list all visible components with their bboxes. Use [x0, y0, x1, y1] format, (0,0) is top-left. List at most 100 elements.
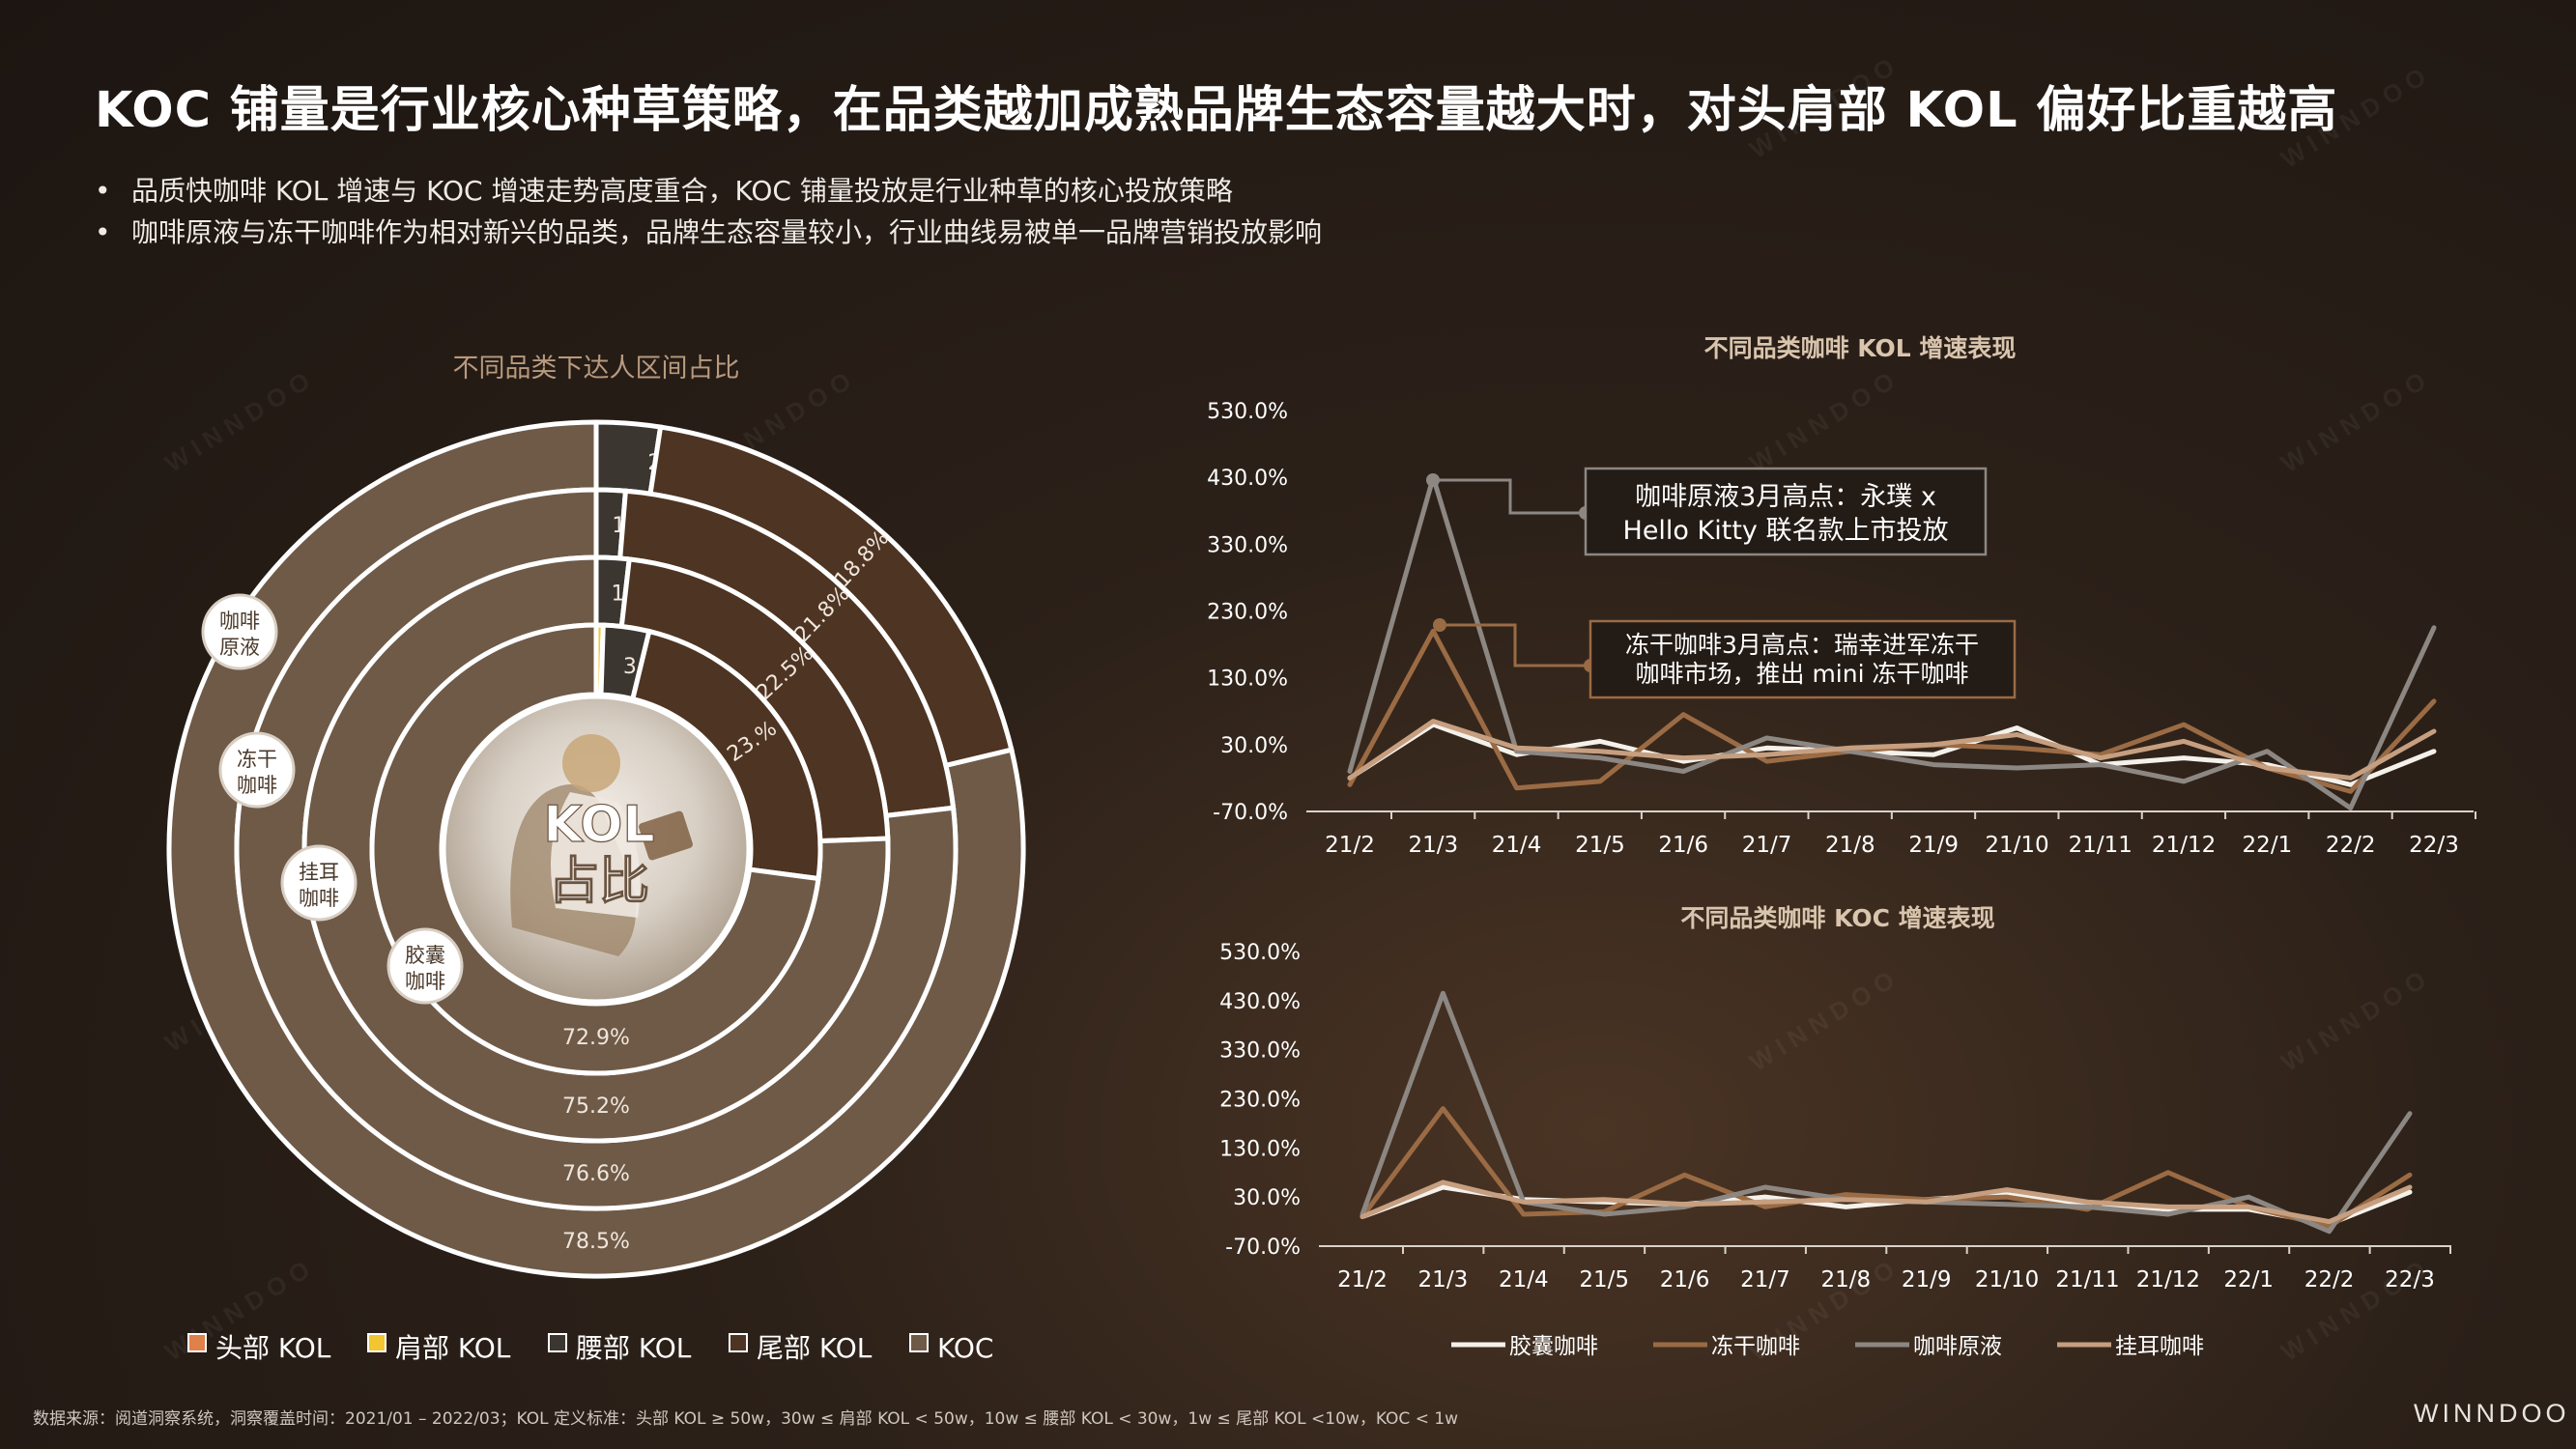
y-tick-label: 330.0% — [1207, 533, 1288, 557]
donut-data-label: 78.5% — [562, 1230, 630, 1254]
svg-text:冻干咖啡: 冻干咖啡 — [1711, 1334, 1800, 1359]
bullet-item: 品质快咖啡 KOL 增速与 KOC 增速走势高度重合，KOC 铺量投放是行业种草… — [95, 170, 1322, 212]
x-tick-label: 21/12 — [2136, 1267, 2200, 1293]
x-tick-label: 21/9 — [1908, 833, 1959, 858]
svg-text:肩部 KOL: 肩部 KOL — [395, 1332, 511, 1364]
x-tick-label: 21/11 — [2055, 1267, 2119, 1293]
donut-data-label: 72.9% — [562, 1026, 630, 1050]
series-line — [1360, 1179, 2413, 1225]
category-badge-donggan: 冻干 咖啡 — [218, 731, 296, 809]
legend-item-kafei-yuanye: 咖啡原液 — [1855, 1334, 2002, 1359]
x-tick-label: 22/1 — [2243, 833, 2293, 858]
legend-item-donggan: 冻干咖啡 — [1653, 1334, 1800, 1359]
svg-text:头部 KOL: 头部 KOL — [215, 1332, 331, 1364]
x-tick-label: 21/9 — [1902, 1267, 1952, 1293]
svg-text:挂耳: 挂耳 — [299, 861, 339, 884]
svg-text:胶囊: 胶囊 — [405, 944, 445, 967]
kol-line-chart: 不同品类咖啡 KOL 增速表现 -70.0% 30.0% 130.0% 230.0% 3… — [1207, 334, 2476, 858]
y-tick-label: 430.0% — [1219, 990, 1301, 1014]
svg-text:咖啡: 咖啡 — [299, 887, 339, 910]
y-tick-label: 30.0% — [1220, 734, 1288, 758]
donut-chart: 不同品类下达人区间占比 2.4%18.8%78.5%1.3%21.8%76.6%… — [166, 354, 1026, 1364]
series-line — [1347, 719, 2437, 781]
x-tick-label: 21/11 — [2069, 833, 2132, 858]
koc-line-chart: 不同品类咖啡 KOC 增速表现 -70.0% 30.0% 130.0% 230.0% 3… — [1219, 904, 2451, 1359]
y-tick-label: -70.0% — [1225, 1236, 1301, 1260]
y-tick-label: 30.0% — [1233, 1186, 1301, 1210]
legend-item-guaer: 挂耳咖啡 — [2057, 1334, 2204, 1359]
svg-text:胶囊咖啡: 胶囊咖啡 — [1509, 1334, 1598, 1359]
x-tick-label: 22/2 — [2304, 1267, 2355, 1293]
line-legend: 胶囊咖啡 冻干咖啡 咖啡原液 挂耳咖啡 — [1451, 1334, 2204, 1359]
legend-item-tail-kol: 尾部 KOL — [729, 1332, 873, 1364]
donut-title: 不同品类下达人区间占比 — [453, 354, 740, 384]
kol-axes: -70.0% 30.0% 130.0% 230.0% 330.0% 430.0% 530.0… — [1207, 400, 2476, 858]
svg-text:冻干咖啡3月高点：瑞幸进军冻干: 冻干咖啡3月高点：瑞幸进军冻干 — [1625, 631, 1979, 659]
koc-chart-title: 不同品类咖啡 KOC 增速表现 — [1680, 904, 1994, 932]
x-tick-label: 21/10 — [1975, 1267, 2039, 1293]
x-tick-label: 21/3 — [1418, 1267, 1469, 1293]
category-badge-jiaonang: 胶囊 咖啡 — [386, 927, 464, 1005]
svg-text:尾部 KOL: 尾部 KOL — [757, 1332, 873, 1364]
legend-item-waist-kol: 腰部 KOL — [548, 1332, 692, 1364]
source-footnote: 数据来源：阅道洞察系统，洞察覆盖时间：2021/01 – 2022/03；KOL… — [33, 1409, 1459, 1429]
x-tick-label: 21/8 — [1820, 1267, 1871, 1293]
x-tick-label: 21/6 — [1658, 833, 1708, 858]
center-photo — [441, 694, 752, 1005]
x-tick-label: 22/2 — [2326, 833, 2376, 858]
svg-text:咖啡: 咖啡 — [237, 774, 277, 797]
x-tick-label: 21/6 — [1660, 1267, 1710, 1293]
y-tick-label: -70.0% — [1213, 801, 1288, 825]
bullet-item: 咖啡原液与冻干咖啡作为相对新兴的品类，品牌生态容量较小，行业曲线易被单一品牌营销… — [95, 212, 1322, 253]
x-tick-label: 22/3 — [2409, 833, 2459, 858]
x-tick-label: 21/3 — [1408, 833, 1458, 858]
slide-title: KOC 铺量是行业核心种草策略，在品类越加成熟品牌生态容量越大时，对头肩部 KO… — [95, 82, 2338, 139]
legend-item-head-kol: 头部 KOL — [187, 1332, 331, 1364]
annotation-donggan: 冻干咖啡3月高点：瑞幸进军冻干 咖啡市场，推出 mini 冻干咖啡 — [1433, 618, 2017, 699]
legend-item-jiaonang: 胶囊咖啡 — [1451, 1334, 1598, 1359]
svg-text:咖啡: 咖啡 — [219, 610, 260, 633]
donut-data-label: 75.2% — [562, 1094, 630, 1119]
y-tick-label: 130.0% — [1207, 668, 1288, 692]
center-label-line2: 占比 — [549, 853, 649, 911]
kol-chart-title: 不同品类咖啡 KOL 增速表现 — [1704, 334, 2017, 362]
x-tick-label: 21/10 — [1985, 833, 2048, 858]
svg-text:咖啡: 咖啡 — [405, 970, 445, 993]
annotation-kafei-yuanye: 咖啡原液3月高点：永璞 x Hello Kitty 联名款上市投放 — [1426, 467, 1988, 556]
donut-legend: 头部 KOL 肩部 KOL 腰部 KOL 尾部 KOL KOC — [187, 1332, 993, 1364]
legend-item-koc: KOC — [909, 1332, 993, 1364]
y-tick-label: 230.0% — [1207, 601, 1288, 625]
y-tick-label: 230.0% — [1219, 1089, 1301, 1113]
x-tick-label: 21/4 — [1499, 1267, 1549, 1293]
x-tick-label: 21/7 — [1740, 1267, 1790, 1293]
svg-text:原液: 原液 — [219, 636, 260, 659]
x-tick-label: 22/3 — [2385, 1267, 2435, 1293]
x-tick-label: 21/2 — [1325, 833, 1375, 858]
y-tick-label: 530.0% — [1207, 400, 1288, 424]
svg-text:挂耳咖啡: 挂耳咖啡 — [2115, 1334, 2204, 1359]
koc-axes: -70.0% 30.0% 130.0% 230.0% 330.0% 430.0% 530.0… — [1219, 941, 2451, 1293]
x-tick-label: 21/12 — [2152, 833, 2216, 858]
svg-text:咖啡原液3月高点：永璞 x: 咖啡原液3月高点：永璞 x — [1635, 482, 1936, 512]
svg-text:咖啡市场，推出 mini 冻干咖啡: 咖啡市场，推出 mini 冻干咖啡 — [1636, 660, 1969, 688]
x-tick-label: 21/5 — [1575, 833, 1625, 858]
koc-series — [1360, 990, 2413, 1235]
x-tick-label: 21/7 — [1742, 833, 1792, 858]
bullet-list: 品质快咖啡 KOL 增速与 KOC 增速走势高度重合，KOC 铺量投放是行业种草… — [95, 170, 1322, 253]
svg-text:咖啡原液: 咖啡原液 — [1913, 1334, 2002, 1359]
legend-item-shoulder-kol: 肩部 KOL — [367, 1332, 511, 1364]
x-tick-label: 21/8 — [1825, 833, 1875, 858]
y-tick-label: 330.0% — [1219, 1039, 1301, 1064]
svg-text:冻干: 冻干 — [237, 748, 277, 771]
svg-text:KOC: KOC — [937, 1332, 993, 1364]
series-line — [1347, 474, 2437, 811]
svg-text:腰部 KOL: 腰部 KOL — [576, 1332, 692, 1364]
category-badge-guaer: 挂耳 咖啡 — [280, 844, 358, 922]
kol-series — [1347, 474, 2437, 811]
category-badge-kafei-yuanye: 咖啡 原液 — [201, 593, 278, 670]
y-tick-label: 530.0% — [1219, 941, 1301, 965]
donut-rings: 2.4%18.8%78.5%1.3%21.8%76.6%1.8%22.5%75.… — [166, 419, 1026, 1279]
x-tick-label: 21/2 — [1337, 1267, 1388, 1293]
x-tick-label: 21/4 — [1492, 833, 1542, 858]
